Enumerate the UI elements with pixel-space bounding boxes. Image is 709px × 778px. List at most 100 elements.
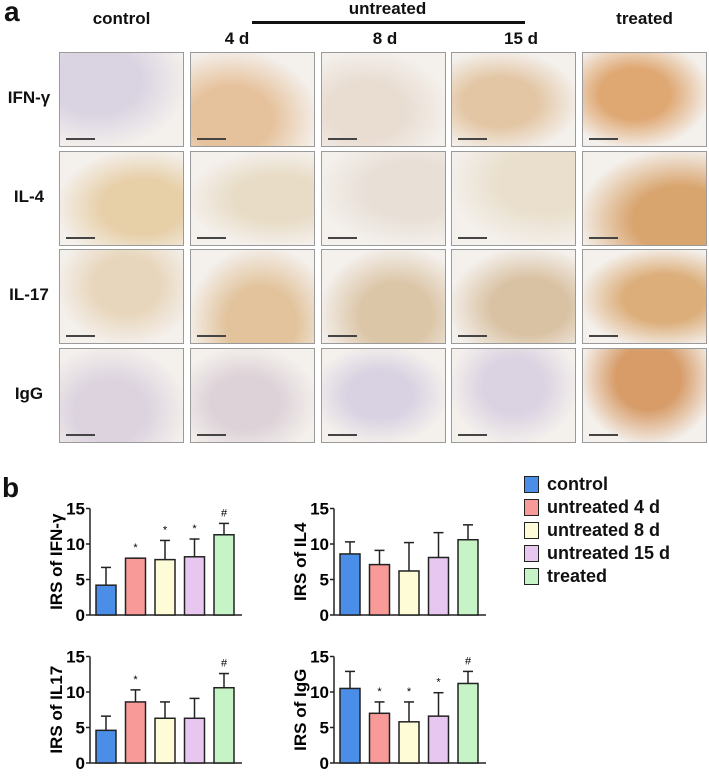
y-tick-label: 5 — [76, 571, 85, 590]
scale-bar — [328, 237, 357, 239]
y-tick-label: 5 — [76, 719, 85, 738]
bar — [427, 715, 450, 764]
bar — [398, 570, 420, 616]
scale-bar — [197, 335, 226, 337]
row-header-il17: IL-17 — [9, 285, 49, 304]
y-tick-label: 10 — [66, 535, 85, 554]
y-tick-label: 10 — [66, 683, 85, 702]
micrograph-tile — [190, 249, 315, 344]
bar — [124, 701, 147, 764]
scale-bar — [66, 335, 95, 337]
scale-bar — [458, 335, 487, 337]
untreated-group-bracket — [252, 21, 525, 24]
significance-mark: * — [133, 542, 138, 554]
scale-bar — [197, 434, 226, 436]
bar — [457, 538, 479, 616]
legend-label: untreated 4 d — [547, 497, 661, 517]
significance-mark: * — [377, 686, 382, 698]
scale-bar — [589, 138, 618, 140]
significance-mark: * — [407, 686, 412, 698]
legend-swatch — [524, 568, 539, 585]
y-tick-label: 0 — [320, 754, 329, 773]
bar — [339, 553, 361, 616]
y-tick-label: 0 — [320, 606, 329, 625]
micrograph-tile — [582, 348, 707, 443]
legend-label: untreated 8 d — [547, 520, 661, 540]
bar — [95, 584, 117, 616]
legend-swatch — [524, 522, 539, 539]
scale-bar — [589, 237, 618, 239]
micrograph-tile — [59, 348, 184, 443]
y-tick-label: 15 — [310, 648, 329, 667]
micrograph-tile — [582, 52, 707, 147]
legend-label: untreated 15 d — [547, 543, 671, 563]
column-header-8d: 8 d — [372, 29, 398, 48]
micrograph-tile — [190, 151, 315, 246]
y-tick-label: 0 — [76, 606, 85, 625]
row-header-igg: IgG — [14, 384, 44, 403]
micrograph-tile — [321, 52, 446, 147]
legend-swatch — [524, 476, 539, 493]
y-tick-label: 10 — [310, 535, 329, 554]
y-tick-label: 5 — [320, 571, 329, 590]
significance-mark: # — [221, 658, 228, 670]
scale-bar — [458, 237, 487, 239]
chart-irs-il4: IRS of IL4 0 5 10 15 — [284, 490, 494, 625]
scale-bar — [589, 434, 618, 436]
legend-swatch — [524, 545, 539, 562]
bar — [95, 729, 117, 764]
scale-bar — [66, 434, 95, 436]
bar — [183, 717, 206, 764]
y-tick-label: 15 — [66, 500, 85, 519]
panel-a-label: a — [4, 0, 20, 27]
micrograph-tile — [321, 249, 446, 344]
bar — [183, 556, 206, 616]
significance-mark: # — [221, 507, 228, 519]
scale-bar — [458, 138, 487, 140]
y-axis-label: IRS of IgG — [291, 669, 310, 751]
significance-mark: * — [192, 523, 197, 535]
bar — [154, 717, 176, 764]
micrograph-tile — [190, 52, 315, 147]
row-header-il4: IL-4 — [13, 187, 45, 206]
bar — [154, 558, 176, 616]
legend-item-untreated-4d: untreated 4 d — [524, 496, 670, 519]
micrograph-tile — [59, 151, 184, 246]
micrograph-tile — [321, 348, 446, 443]
legend-item-untreated-15d: untreated 15 d — [524, 542, 670, 565]
legend-label: treated — [547, 566, 608, 586]
legend: control untreated 4 d untreated 8 d untr… — [524, 473, 670, 588]
bar — [368, 712, 391, 764]
micrograph-tile — [582, 249, 707, 344]
legend-item-treated: treated — [524, 565, 670, 588]
micrograph-tile — [451, 52, 576, 147]
chart-irs-il17: IRS of IL17 0 5 10 15 * # — [40, 638, 250, 773]
scale-bar — [66, 138, 95, 140]
micrograph-tile — [59, 249, 184, 344]
micrograph-tile — [190, 348, 315, 443]
legend-item-untreated-8d: untreated 8 d — [524, 519, 670, 542]
scale-bar — [458, 434, 487, 436]
scale-bar — [328, 335, 357, 337]
micrograph-tile — [59, 52, 184, 147]
y-axis-label: IRS of IFN-γ — [47, 513, 66, 610]
y-tick-label: 10 — [310, 683, 329, 702]
bar — [124, 557, 147, 616]
bar — [368, 563, 391, 616]
micrograph-tile — [321, 151, 446, 246]
y-axis-label: IRS of IL4 — [291, 522, 310, 601]
legend-label: control — [547, 474, 608, 494]
micrograph-tile — [451, 151, 576, 246]
bar — [398, 721, 420, 764]
micrograph-tile — [451, 249, 576, 344]
significance-mark: # — [465, 655, 472, 667]
scale-bar — [328, 138, 357, 140]
bar — [457, 682, 479, 764]
bar — [213, 686, 235, 764]
legend-item-control: control — [524, 473, 670, 496]
bar — [213, 534, 235, 616]
y-tick-label: 15 — [66, 648, 85, 667]
scale-bar — [197, 237, 226, 239]
y-tick-label: 5 — [320, 719, 329, 738]
scale-bar — [66, 237, 95, 239]
